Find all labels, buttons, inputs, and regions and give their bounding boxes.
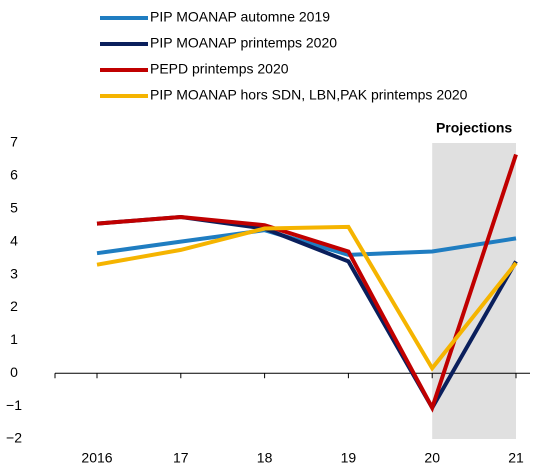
y-tick-label: 1	[10, 331, 18, 347]
series-line	[96, 224, 518, 372]
legend-label: PIP MOANAP printemps 2020	[150, 35, 337, 51]
series-line	[96, 228, 517, 257]
y-tick-label: 7	[10, 134, 18, 150]
y-tick-label: 2	[10, 298, 18, 314]
legend-label: PEPD printemps 2020	[150, 61, 289, 77]
y-tick-label: 5	[10, 199, 18, 215]
x-tick-label: 18	[257, 450, 273, 466]
x-tick-label: 20	[424, 450, 440, 466]
x-tick-label: 19	[341, 450, 357, 466]
x-tick-label: 21	[508, 450, 524, 466]
annotation: Projections	[436, 120, 512, 136]
x-tick-label: 17	[173, 450, 189, 466]
y-tick-label: −1	[6, 397, 22, 413]
legend-label: PIP MOANAP hors SDN, LBN,PAK printemps 2…	[150, 87, 468, 103]
x-tick-label: 2016	[81, 450, 112, 466]
y-tick-label: −2	[6, 430, 22, 446]
legend-label: PIP MOANAP automne 2019	[150, 9, 330, 25]
y-tick-label: 4	[10, 232, 18, 248]
y-tick-label: 3	[10, 265, 18, 281]
y-tick-label: 0	[10, 364, 18, 380]
y-tick-label: 6	[10, 167, 18, 183]
legend: PIP MOANAP automne 2019 PIP MOANAP printe…	[100, 9, 468, 103]
series-line	[96, 153, 518, 413]
